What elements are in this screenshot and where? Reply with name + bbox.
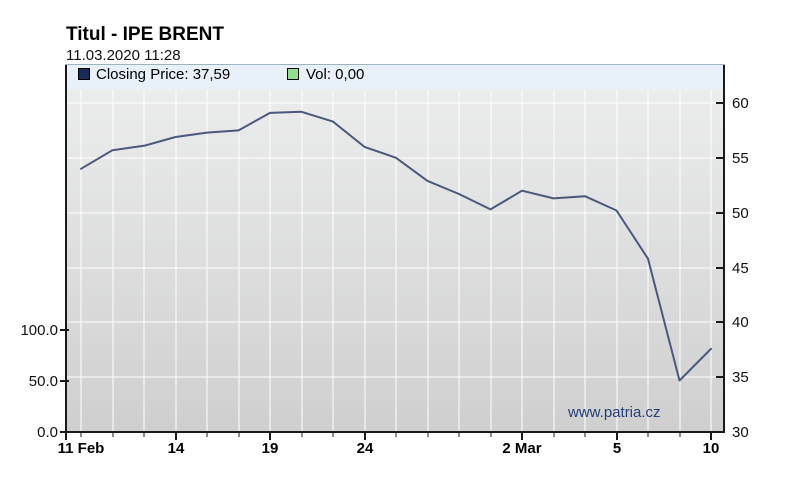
- x-major-tick: [364, 433, 366, 440]
- x-major-tick: [269, 433, 271, 440]
- price-tick-label: 40: [732, 314, 749, 331]
- day-tick: [301, 433, 303, 437]
- v-gridline: [332, 90, 334, 431]
- v-gridline: [710, 90, 712, 431]
- day-tick: [584, 433, 586, 437]
- price-tick: [716, 321, 725, 323]
- price-tick-label: 45: [732, 260, 749, 277]
- day-tick: [112, 433, 114, 437]
- price-tick: [716, 267, 725, 269]
- day-tick: [143, 433, 145, 437]
- day-tick: [332, 433, 334, 437]
- x-tick-label: 24: [357, 440, 374, 457]
- v-gridline: [301, 90, 303, 431]
- v-gridline: [175, 90, 177, 431]
- x-tick-label: 5: [613, 440, 621, 457]
- price-tick: [716, 431, 725, 433]
- x-major-tick: [521, 433, 523, 440]
- day-tick: [490, 433, 492, 437]
- day-tick: [647, 433, 649, 437]
- price-tick-label: 30: [732, 424, 749, 441]
- volume-tick: [60, 380, 69, 382]
- price-tick-label: 50: [732, 205, 749, 222]
- y-axis-right: [723, 64, 725, 433]
- y-axis-left: [65, 64, 67, 433]
- closing-price-line: [80, 110, 712, 382]
- price-tick: [716, 376, 725, 378]
- x-major-tick: [616, 433, 618, 440]
- day-tick: [395, 433, 397, 437]
- h-gridline: [67, 102, 723, 104]
- watermark: www.patria.cz: [568, 404, 661, 421]
- v-gridline: [521, 90, 523, 431]
- x-tick-label: 11 Feb: [58, 440, 105, 457]
- x-tick-label: 2 Mar: [502, 440, 541, 457]
- v-gridline: [269, 90, 271, 431]
- chart-timestamp: 11.03.2020 11:28: [66, 47, 181, 64]
- day-tick: [458, 433, 460, 437]
- v-gridline: [490, 90, 492, 431]
- volume-swatch-icon: [287, 68, 299, 80]
- h-gridline: [67, 212, 723, 214]
- v-gridline: [112, 90, 114, 431]
- volume-tick: [60, 431, 69, 433]
- volume-tick-label: 50.0: [29, 373, 58, 390]
- frame-top-edge: [65, 64, 725, 65]
- x-axis: [65, 431, 725, 433]
- h-gridline: [67, 267, 723, 269]
- volume-tick-label: 100.0: [20, 322, 58, 339]
- v-gridline: [679, 90, 681, 431]
- volume-tick: [60, 329, 69, 331]
- price-tick-label: 55: [732, 150, 749, 167]
- closing-price-legend: Closing Price: 37,59: [96, 66, 231, 83]
- volume-tick-label: 0.0: [37, 424, 58, 441]
- price-tick-label: 60: [732, 95, 749, 112]
- price-tick: [716, 102, 725, 104]
- day-tick: [238, 433, 240, 437]
- day-tick: [80, 433, 82, 437]
- v-gridline: [458, 90, 460, 431]
- h-gridline: [67, 376, 723, 378]
- v-gridline: [427, 90, 429, 431]
- x-major-tick: [175, 433, 177, 440]
- day-tick: [553, 433, 555, 437]
- plot-background: [67, 90, 723, 431]
- day-tick: [427, 433, 429, 437]
- price-tick: [716, 157, 725, 159]
- v-gridline: [80, 90, 82, 431]
- volume-legend: Vol: 0,00: [306, 66, 365, 83]
- v-gridline: [395, 90, 397, 431]
- v-gridline: [584, 90, 586, 431]
- x-tick-label: 14: [168, 440, 185, 457]
- day-tick: [679, 433, 681, 437]
- price-tick: [716, 212, 725, 214]
- x-tick-label: 10: [703, 440, 720, 457]
- h-gridline: [67, 321, 723, 323]
- page-title: Titul - IPE BRENT: [66, 24, 224, 45]
- v-gridline: [143, 90, 145, 431]
- v-gridline: [553, 90, 555, 431]
- v-gridline: [364, 90, 366, 431]
- x-major-tick: [710, 433, 712, 440]
- v-gridline: [206, 90, 208, 431]
- day-tick: [206, 433, 208, 437]
- v-gridline: [616, 90, 618, 431]
- v-gridline: [238, 90, 240, 431]
- legend-bar: Closing Price: 37,59 Vol: 0,00: [67, 65, 723, 90]
- price-tick-label: 35: [732, 369, 749, 386]
- x-major-tick: [65, 433, 67, 440]
- closing-price-swatch-icon: [78, 68, 90, 80]
- x-tick-label: 19: [262, 440, 279, 457]
